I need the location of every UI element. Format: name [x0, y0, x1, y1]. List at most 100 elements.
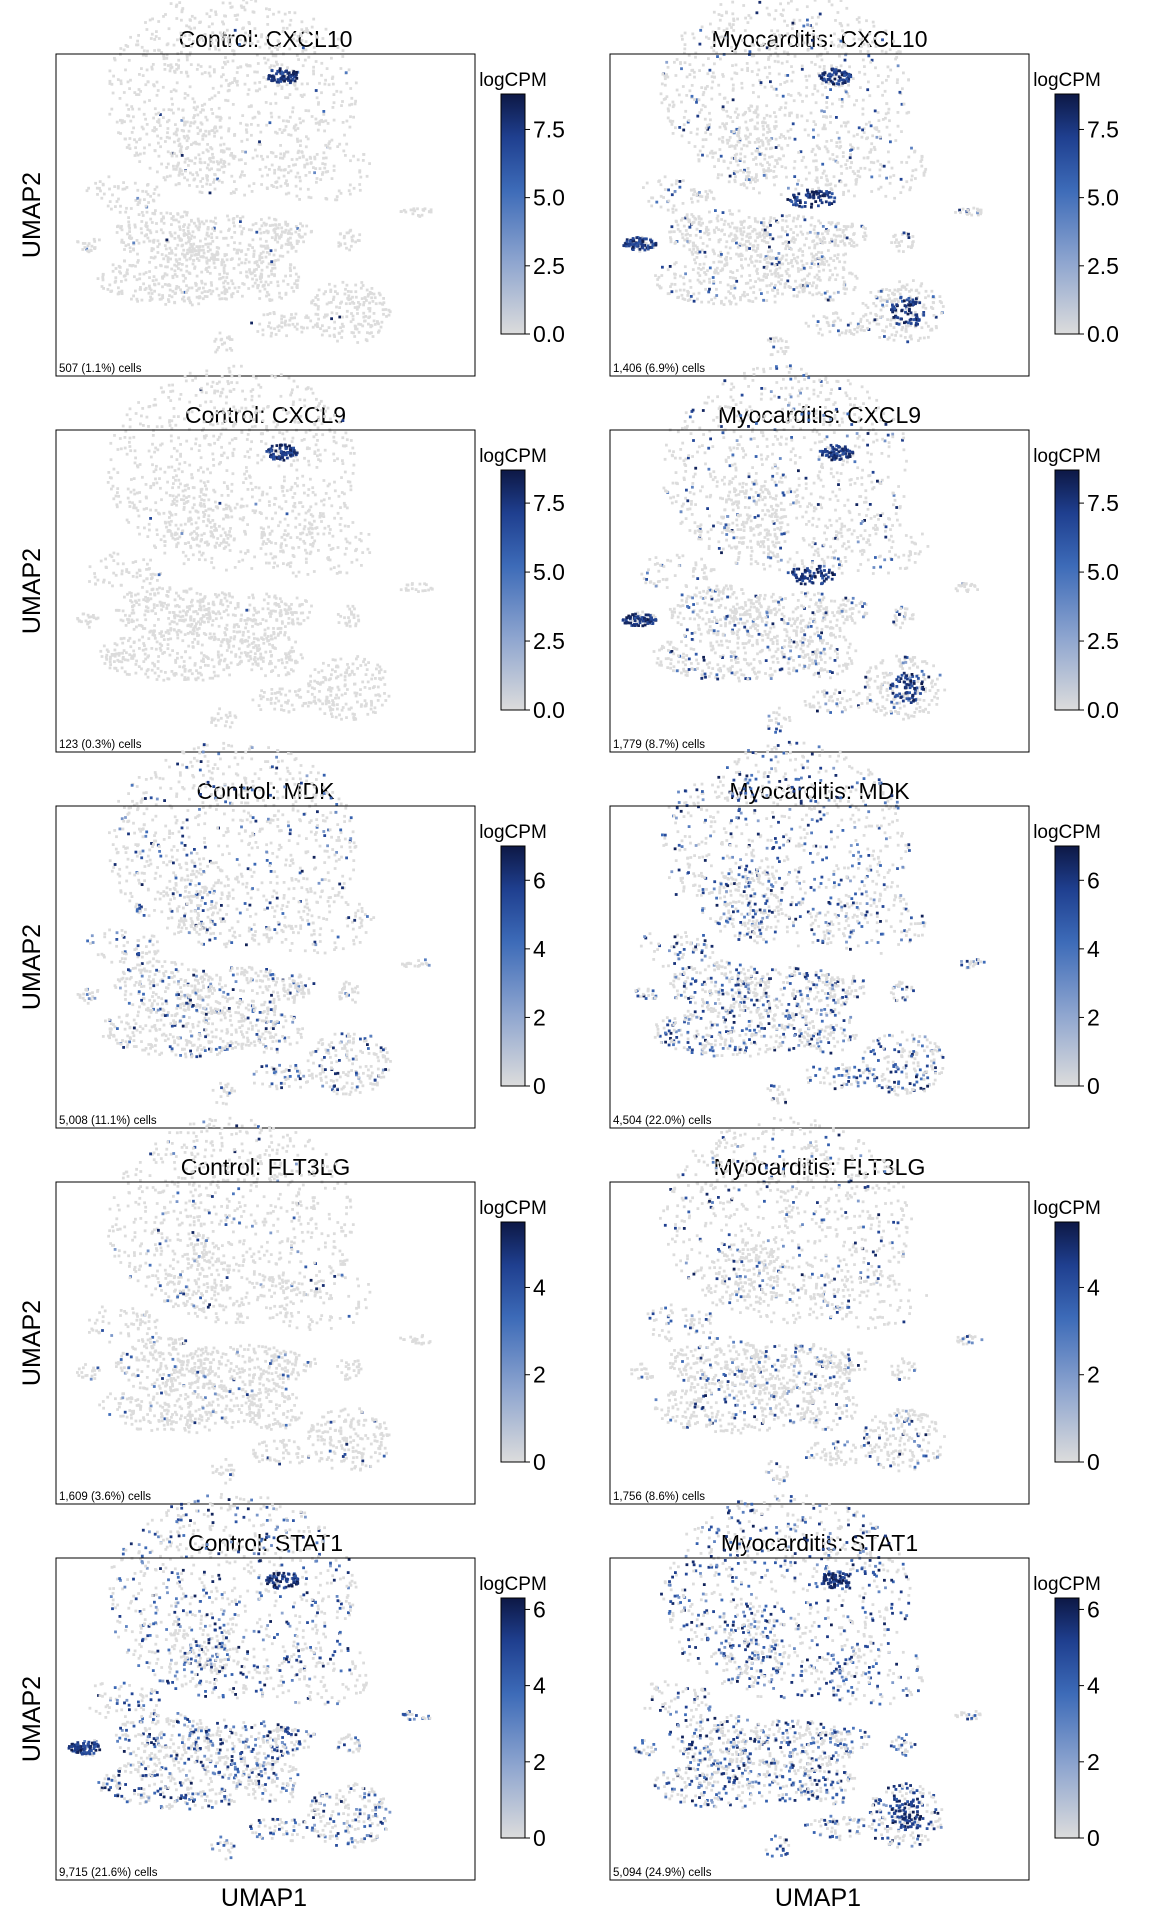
cell-point: [746, 145, 749, 148]
cell-point: [829, 121, 832, 124]
cell-point: [274, 131, 277, 134]
cell-point: [868, 94, 871, 97]
cell-point: [215, 411, 218, 414]
cell-point: [218, 49, 221, 52]
cell-point: [752, 249, 755, 252]
cell-point: [830, 41, 833, 44]
cell-point: [690, 286, 693, 289]
expressing-cell-point: [837, 329, 840, 332]
cell-point: [124, 447, 127, 450]
cell-point: [741, 87, 744, 90]
cell-point: [121, 119, 124, 122]
cell-point: [284, 221, 287, 224]
cell-point: [186, 139, 189, 142]
expressing-cell-point: [831, 192, 834, 195]
cell-point: [801, 250, 804, 253]
cell-point: [159, 487, 162, 490]
cell-point: [209, 146, 212, 149]
cell-point: [210, 9, 213, 12]
cell-point: [802, 216, 805, 219]
cell-point: [923, 172, 926, 175]
cell-point: [827, 264, 830, 267]
cell-point: [262, 333, 265, 336]
cell-point: [769, 139, 772, 142]
expressing-cell-point: [276, 81, 279, 84]
cell-point: [270, 327, 273, 330]
cell-point: [317, 416, 320, 419]
cell-point: [281, 63, 284, 66]
expressing-cell-point: [345, 71, 348, 74]
cell-point: [735, 171, 738, 174]
cell-point: [322, 171, 325, 174]
cell-point: [728, 235, 731, 238]
cell-point: [340, 104, 343, 107]
cell-point: [748, 109, 751, 112]
cell-point: [776, 162, 779, 165]
cell-point: [734, 111, 737, 114]
cell-point: [829, 269, 832, 272]
cell-point: [193, 178, 196, 181]
cell-point: [924, 168, 927, 171]
expressing-cell-point: [342, 419, 345, 422]
cell-point: [733, 227, 736, 230]
cell-point: [246, 138, 249, 141]
expressing-cell-point: [691, 95, 694, 98]
cell-point: [756, 272, 759, 275]
cell-point: [728, 145, 731, 148]
cell-point: [805, 86, 808, 89]
cell-point: [777, 276, 780, 279]
cell-point: [674, 126, 677, 129]
cell-point: [212, 161, 215, 164]
cell-point: [179, 149, 182, 152]
cell-point: [208, 266, 211, 269]
cell-point: [283, 476, 286, 479]
cell-point: [713, 165, 716, 168]
cell-point: [194, 17, 197, 20]
cell-point: [129, 137, 132, 140]
cell-point: [298, 44, 301, 47]
cell-point: [176, 129, 179, 132]
expressing-cell-point: [748, 178, 751, 181]
cell-point: [351, 301, 354, 304]
cell-point: [912, 240, 915, 243]
cell-point: [148, 270, 151, 273]
cell-point: [299, 180, 302, 183]
cell-point: [756, 247, 759, 250]
cell-point: [282, 231, 285, 234]
cell-point: [358, 169, 361, 172]
expressing-cell-point: [832, 83, 835, 86]
cell-point: [137, 259, 140, 262]
y-axis-label: UMAP2: [18, 172, 46, 258]
cell-point: [211, 153, 214, 156]
cell-point: [700, 301, 703, 304]
cell-point: [718, 13, 721, 16]
expressing-cell-point: [778, 261, 781, 264]
cell-point: [230, 36, 233, 39]
cell-point: [906, 283, 909, 286]
cell-point: [323, 151, 326, 154]
cell-point: [143, 241, 146, 244]
expressing-cell-point: [715, 294, 718, 297]
expressing-cell-point: [238, 43, 241, 46]
cell-point: [796, 234, 799, 237]
cell-point: [177, 468, 180, 471]
expressing-cell-point: [895, 303, 898, 306]
cell-point: [241, 295, 244, 298]
cell-point: [389, 310, 392, 313]
cell-point: [209, 160, 212, 163]
cell-point: [667, 209, 670, 212]
cell-point: [347, 290, 350, 293]
cell-point: [174, 513, 177, 516]
cell-point: [694, 244, 697, 247]
cell-point: [168, 119, 171, 122]
cell-point: [129, 250, 132, 253]
cell-point: [350, 290, 353, 293]
cell-point: [324, 314, 327, 317]
cell-point: [183, 234, 186, 237]
cell-point: [135, 152, 138, 155]
cell-point: [191, 476, 194, 479]
cell-point: [823, 237, 826, 240]
cell-point: [738, 210, 741, 213]
expressing-cell-point: [903, 232, 906, 235]
cell-point: [729, 213, 732, 216]
